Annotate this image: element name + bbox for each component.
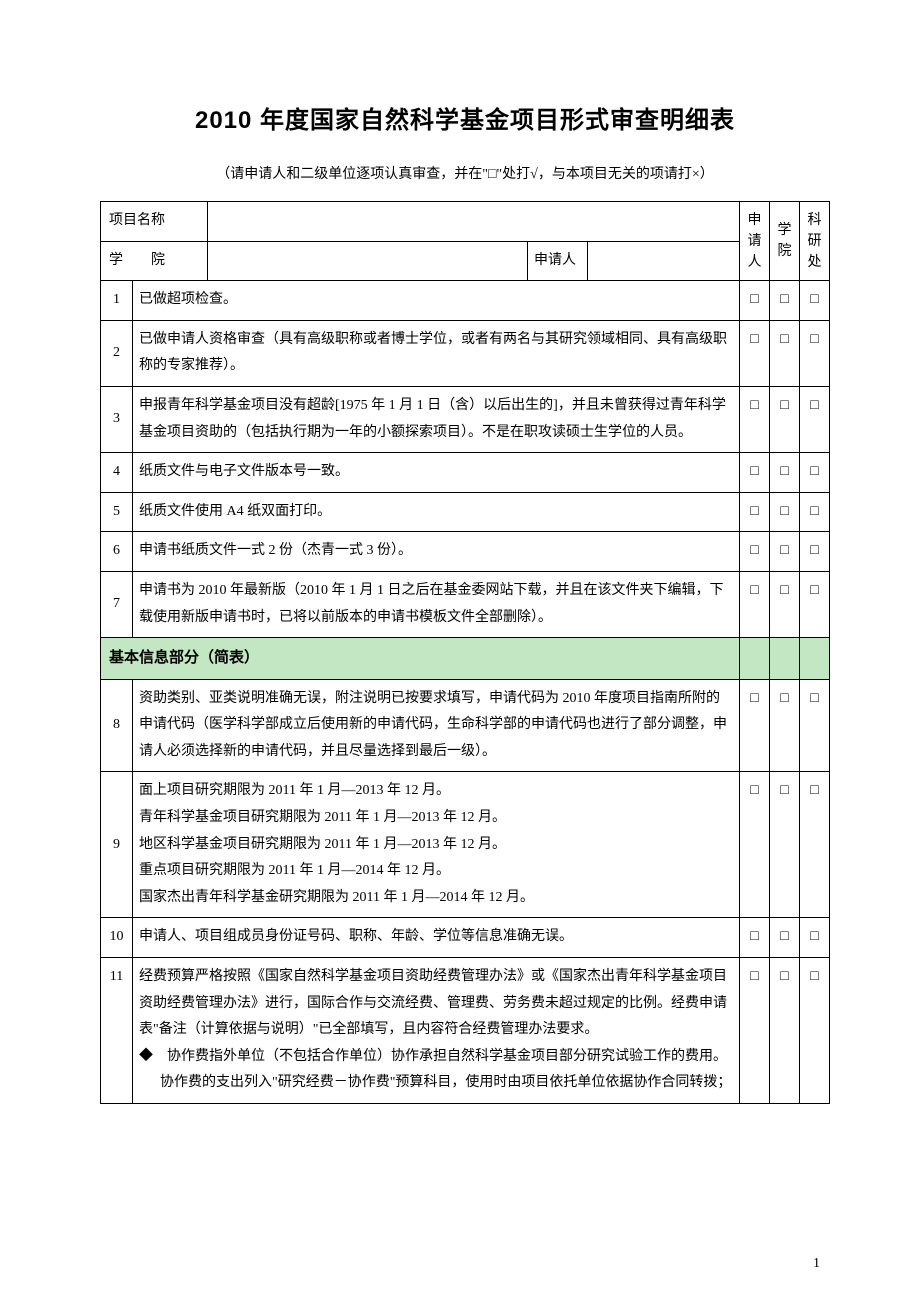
table-row: 10 申请人、项目组成员身份证号码、职称、年龄、学位等信息准确无误。 □ □ □ — [101, 918, 830, 958]
row-num: 10 — [101, 918, 133, 958]
table-row: 1 已做超项检查。 □ □ □ — [101, 281, 830, 321]
col-header-applicant: 申请人 — [740, 202, 770, 281]
row-text: 经费预算严格按照《国家自然科学基金项目资助经费管理办法》或《国家杰出青年科学基金… — [133, 957, 740, 1103]
table-row: 9 面上项目研究期限为 2011 年 1 月—2013 年 12 月。 青年科学… — [101, 772, 830, 918]
row-num: 1 — [101, 281, 133, 321]
row-text: 申请人、项目组成员身份证号码、职称、年龄、学位等信息准确无误。 — [133, 918, 740, 958]
input-applicant[interactable] — [588, 241, 740, 281]
checkbox-dept[interactable]: □ — [770, 918, 800, 958]
col-header-dept: 学院 — [770, 202, 800, 281]
table-row: 5 纸质文件使用 A4 纸双面打印。 □ □ □ — [101, 492, 830, 532]
checklist-table: 项目名称 申请人 学院 科研处 学 院 申请人 1 已做超项检查。 □ □ □ … — [100, 201, 830, 1104]
label-applicant: 申请人 — [528, 241, 588, 281]
row-text: 申请书为 2010 年最新版（2010 年 1 月 1 日之后在基金委网站下载，… — [133, 571, 740, 637]
checkbox-applicant[interactable]: □ — [740, 957, 770, 1103]
row-num: 11 — [101, 957, 133, 1103]
row-num: 7 — [101, 571, 133, 637]
checkbox-office[interactable]: □ — [800, 320, 830, 386]
checkbox-applicant[interactable]: □ — [740, 320, 770, 386]
col-header-dept-text: 学院 — [778, 220, 792, 262]
header-row-2: 学 院 申请人 — [101, 241, 830, 281]
checkbox-dept[interactable]: □ — [770, 453, 800, 493]
checkbox-applicant[interactable]: □ — [740, 453, 770, 493]
row-text: 纸质文件使用 A4 纸双面打印。 — [133, 492, 740, 532]
checkbox-applicant[interactable]: □ — [740, 679, 770, 772]
checkbox-applicant[interactable]: □ — [740, 492, 770, 532]
table-row: 8 资助类别、亚类说明准确无误，附注说明已按要求填写，申请代码为 2010 年度… — [101, 679, 830, 772]
checkbox-office[interactable]: □ — [800, 532, 830, 572]
checkbox-office[interactable]: □ — [800, 386, 830, 452]
row9-line3: 地区科学基金项目研究期限为 2011 年 1 月—2013 年 12 月。 — [139, 832, 733, 859]
table-row: 4 纸质文件与电子文件版本号一致。 □ □ □ — [101, 453, 830, 493]
checkbox-applicant[interactable]: □ — [740, 918, 770, 958]
row-text: 申请书纸质文件一式 2 份（杰青一式 3 份）。 — [133, 532, 740, 572]
checkbox-applicant[interactable]: □ — [740, 772, 770, 918]
row-num: 2 — [101, 320, 133, 386]
row11-bullet1: ◆ 协作费指外单位（不包括合作单位）协作承担自然科学基金项目部分研究试验工作的费… — [139, 1044, 733, 1097]
doc-subtitle: （请申请人和二级单位逐项认真审查，并在"□"处打√，与本项目无关的项请打×） — [100, 163, 830, 183]
label-project-name: 项目名称 — [101, 202, 208, 242]
row-num: 9 — [101, 772, 133, 918]
row-num: 4 — [101, 453, 133, 493]
row11-main: 经费预算严格按照《国家自然科学基金项目资助经费管理办法》或《国家杰出青年科学基金… — [139, 964, 733, 1044]
checkbox-dept[interactable]: □ — [770, 571, 800, 637]
row-num: 5 — [101, 492, 133, 532]
input-college[interactable] — [208, 241, 528, 281]
checkbox-office[interactable]: □ — [800, 492, 830, 532]
checkbox-office[interactable]: □ — [800, 772, 830, 918]
checkbox-applicant[interactable]: □ — [740, 281, 770, 321]
checkbox-dept[interactable]: □ — [770, 679, 800, 772]
col-header-applicant-text: 申请人 — [748, 210, 762, 273]
table-row: 2 已做申请人资格审查（具有高级职称或者博士学位，或者有两名与其研究领域相同、具… — [101, 320, 830, 386]
checkbox-office[interactable]: □ — [800, 281, 830, 321]
checkbox-office[interactable]: □ — [800, 571, 830, 637]
row-text: 已做超项检查。 — [133, 281, 740, 321]
checkbox-dept[interactable]: □ — [770, 772, 800, 918]
checkbox-applicant[interactable]: □ — [740, 386, 770, 452]
header-row-1: 项目名称 申请人 学院 科研处 — [101, 202, 830, 242]
row-text: 纸质文件与电子文件版本号一致。 — [133, 453, 740, 493]
row-text: 申报青年科学基金项目没有超龄[1975 年 1 月 1 日（含）以后出生的]，并… — [133, 386, 740, 452]
label-college: 学 院 — [101, 241, 208, 281]
checkbox-office[interactable]: □ — [800, 679, 830, 772]
table-row: 6 申请书纸质文件一式 2 份（杰青一式 3 份）。 □ □ □ — [101, 532, 830, 572]
checkbox-applicant[interactable]: □ — [740, 532, 770, 572]
doc-title: 2010 年度国家自然科学基金项目形式审查明细表 — [100, 100, 830, 135]
row-text: 面上项目研究期限为 2011 年 1 月—2013 年 12 月。 青年科学基金… — [133, 772, 740, 918]
checkbox-office — [800, 638, 830, 680]
page: 2010 年度国家自然科学基金项目形式审查明细表 （请申请人和二级单位逐项认真审… — [0, 0, 920, 1302]
page-number: 1 — [813, 1256, 820, 1272]
row-text: 资助类别、亚类说明准确无误，附注说明已按要求填写，申请代码为 2010 年度项目… — [133, 679, 740, 772]
checkbox-office[interactable]: □ — [800, 918, 830, 958]
checkbox-office[interactable]: □ — [800, 453, 830, 493]
row-text: 已做申请人资格审查（具有高级职称或者博士学位，或者有两名与其研究领域相同、具有高… — [133, 320, 740, 386]
table-row: 11 经费预算严格按照《国家自然科学基金项目资助经费管理办法》或《国家杰出青年科… — [101, 957, 830, 1103]
checkbox-dept[interactable]: □ — [770, 492, 800, 532]
col-header-office-text: 科研处 — [808, 210, 822, 273]
row9-line1: 面上项目研究期限为 2011 年 1 月—2013 年 12 月。 — [139, 778, 733, 805]
table-row: 3 申报青年科学基金项目没有超龄[1975 年 1 月 1 日（含）以后出生的]… — [101, 386, 830, 452]
section-header-basic: 基本信息部分（简表） — [101, 638, 740, 680]
table-row: 7 申请书为 2010 年最新版（2010 年 1 月 1 日之后在基金委网站下… — [101, 571, 830, 637]
row9-line5: 国家杰出青年科学基金研究期限为 2011 年 1 月—2014 年 12 月。 — [139, 885, 733, 912]
checkbox-dept[interactable]: □ — [770, 320, 800, 386]
section-row-basic: 基本信息部分（简表） — [101, 638, 830, 680]
checkbox-dept — [770, 638, 800, 680]
row-num: 3 — [101, 386, 133, 452]
row9-line4: 重点项目研究期限为 2011 年 1 月—2014 年 12 月。 — [139, 858, 733, 885]
row9-line2: 青年科学基金项目研究期限为 2011 年 1 月—2013 年 12 月。 — [139, 805, 733, 832]
checkbox-dept[interactable]: □ — [770, 532, 800, 572]
col-header-office: 科研处 — [800, 202, 830, 281]
checkbox-dept[interactable]: □ — [770, 957, 800, 1103]
row-num: 8 — [101, 679, 133, 772]
checkbox-dept[interactable]: □ — [770, 386, 800, 452]
row-num: 6 — [101, 532, 133, 572]
checkbox-office[interactable]: □ — [800, 957, 830, 1103]
checkbox-applicant[interactable]: □ — [740, 571, 770, 637]
input-project-name[interactable] — [208, 202, 740, 242]
checkbox-applicant — [740, 638, 770, 680]
checkbox-dept[interactable]: □ — [770, 281, 800, 321]
